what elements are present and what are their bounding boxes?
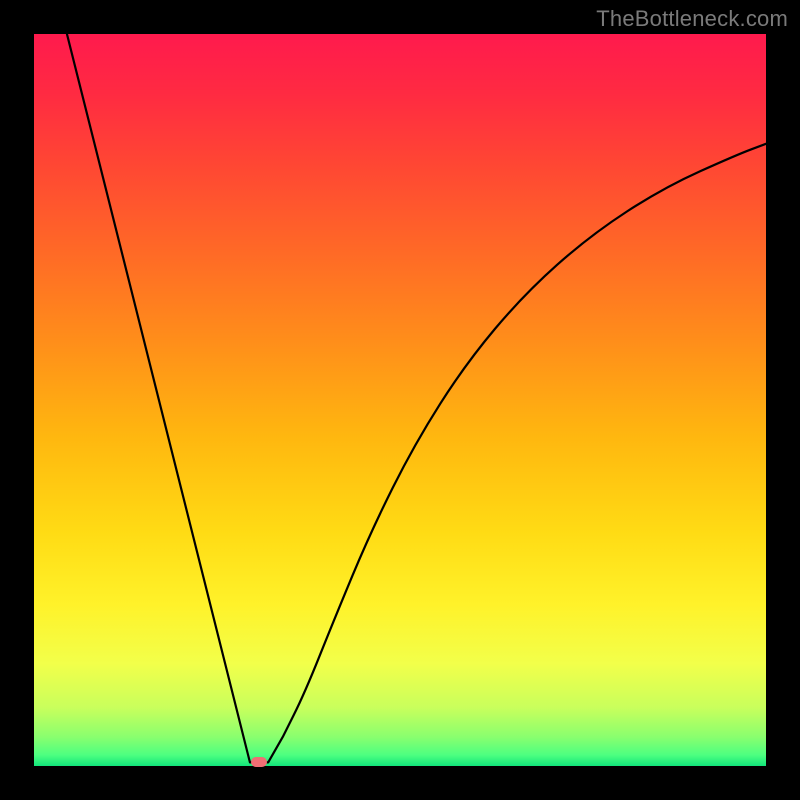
minimum-marker — [251, 757, 267, 767]
curve-svg — [34, 34, 766, 766]
curve-path — [67, 34, 766, 762]
watermark-text: TheBottleneck.com — [596, 6, 788, 32]
chart-container: TheBottleneck.com — [0, 0, 800, 800]
plot-area — [34, 34, 766, 766]
